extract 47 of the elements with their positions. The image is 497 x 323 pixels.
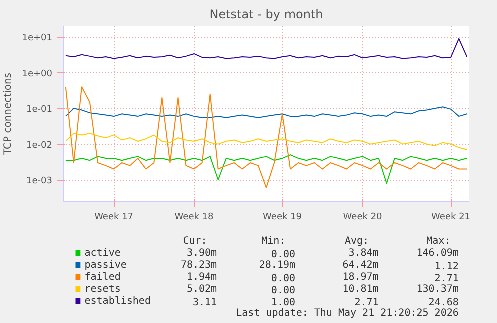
text: 0.00 — [271, 250, 296, 260]
x-tick-label: Week 17 — [94, 212, 134, 222]
legend-label: failed — [84, 272, 121, 283]
line-series — [65, 86, 468, 188]
text: 1.12 — [434, 262, 459, 272]
x-tick-label: Week 18 — [174, 212, 214, 222]
text: Avg: — [344, 236, 370, 247]
legend-label: passive — [84, 260, 127, 271]
y-tick-label: 1e+00 — [22, 69, 53, 80]
line-series — [65, 133, 468, 150]
text: 130.37m — [416, 284, 459, 295]
text: 24.68 — [428, 298, 459, 308]
x-tick-label: Week 19 — [263, 212, 302, 222]
text: 64.42m — [342, 260, 379, 271]
text: Cur: — [183, 236, 208, 247]
text: 18.97m — [342, 272, 379, 283]
legend-label: resets — [84, 284, 121, 295]
x-tick-label: Week 20 — [343, 212, 383, 222]
text: 78.23m — [180, 260, 218, 271]
text: 28.19m — [259, 260, 296, 271]
y-tick-label: 1e-01 — [26, 105, 53, 116]
legend-label: established — [84, 296, 151, 307]
text: 2.71 — [354, 298, 379, 308]
text: Max: — [426, 236, 451, 247]
text: Min: — [262, 236, 286, 247]
text: 3.84m — [348, 248, 379, 259]
text: 2.71 — [434, 274, 459, 284]
text: Last update: Thu May 21 21:20:25 2026 — [236, 308, 459, 319]
text: 0.00 — [271, 274, 296, 284]
legend-label: active — [84, 248, 121, 259]
y-tick-label: 1e-02 — [26, 140, 53, 151]
y-tick-label: 1e+01 — [22, 34, 53, 44]
x-tick-label: Week 21 — [432, 212, 471, 222]
text: 0.00 — [271, 286, 296, 296]
text: 3.90m — [186, 248, 218, 259]
text: 1.94m — [186, 272, 218, 283]
text: 10.81m — [342, 284, 379, 295]
chart-title: Netstat - by month — [210, 8, 324, 22]
text: 146.09m — [416, 248, 459, 259]
text: 1.00 — [271, 298, 296, 308]
line-series — [65, 38, 468, 60]
line-series — [65, 154, 468, 184]
y-axis-title: TCP connections — [3, 72, 14, 156]
text: 3.11 — [192, 298, 218, 308]
y-tick-label: 1e-03 — [26, 176, 53, 187]
text: 5.02m — [186, 284, 218, 295]
line-series — [65, 106, 468, 118]
